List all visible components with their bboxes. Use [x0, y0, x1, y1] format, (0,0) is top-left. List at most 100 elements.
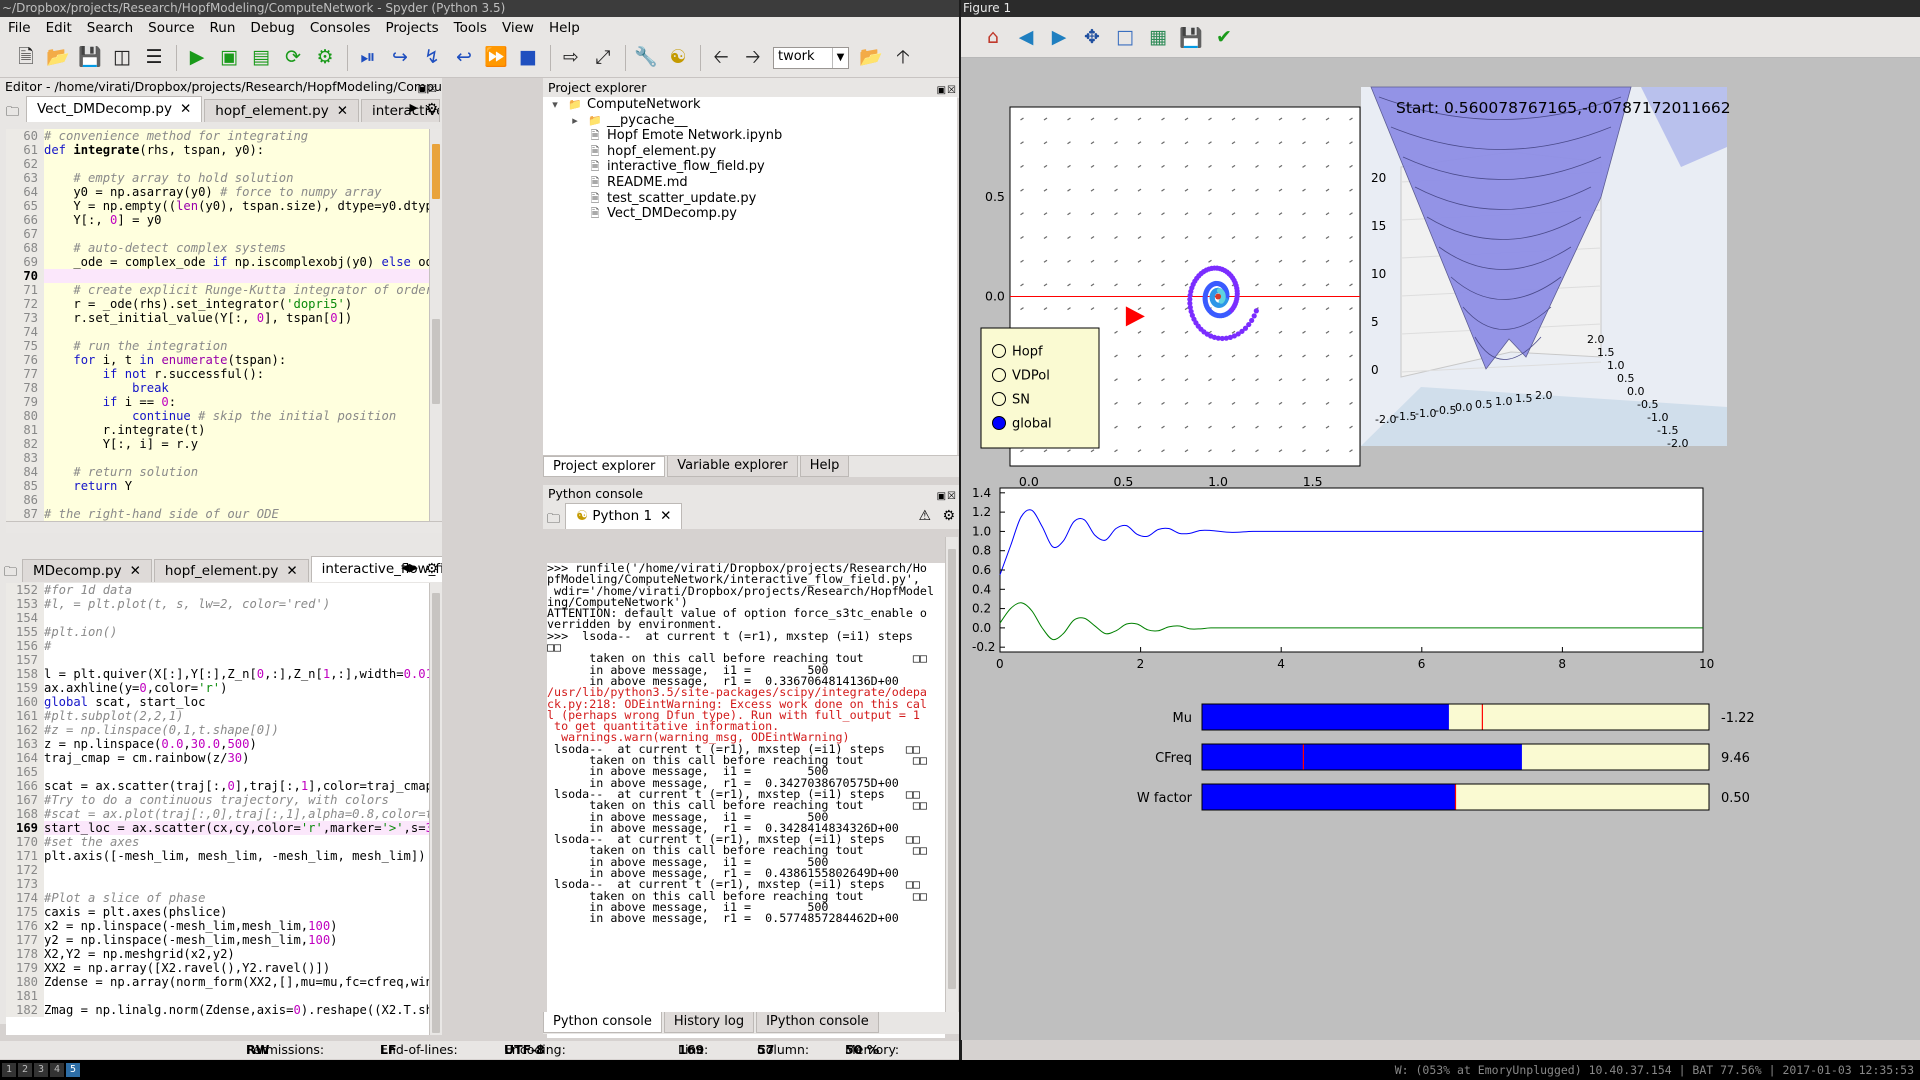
tab-variable-explorer[interactable]: Variable explorer [667, 456, 798, 477]
pane-controls-icon[interactable]: ▣☒ [936, 85, 957, 96]
code-line[interactable]: 153 #l, = plt.plot(t, s, lw=2, color='red… [6, 597, 430, 611]
menu-view[interactable]: View [501, 19, 534, 36]
forward-arrow-icon[interactable]: 🡢 [745, 46, 761, 68]
code-line[interactable]: 161 #plt.subplot(2,2,1) [6, 709, 430, 723]
workspace-4[interactable]: 4 [50, 1063, 64, 1077]
code-line[interactable]: 158 l = plt.quiver(X[:],Y[:],Z_n[0,:],Z_n… [6, 667, 430, 681]
tree-item[interactable]: 🗎 interactive_flow_field.py [547, 159, 957, 175]
tab-python-console[interactable]: Python console [543, 1012, 662, 1033]
code-line[interactable]: 61 def integrate(rhs, tspan, y0): [6, 143, 430, 157]
code-line[interactable]: 164 traj_cmap = cm.rainbow(z/30) [6, 751, 430, 765]
tree-item[interactable]: ▸ 📁 __pycache__ [547, 113, 957, 129]
list-icon[interactable]: ☰ [145, 46, 163, 68]
code-line[interactable]: 78 break [6, 381, 430, 395]
code-line[interactable]: 65 Y = np.empty((len(y0), tspan.size), d… [6, 199, 430, 213]
code-line[interactable]: 154 [6, 611, 430, 625]
tab-hopf-element[interactable]: hopf_element.py ✕ [204, 99, 359, 122]
code-line[interactable]: 82 Y[:, i] = r.y [6, 437, 430, 451]
tab-scroll-icon[interactable]: ◀▶ [401, 561, 418, 574]
code-line[interactable]: 172 [6, 863, 430, 877]
workspace-1[interactable]: 1 [2, 1063, 16, 1077]
code-line[interactable]: 84 # return solution [6, 465, 430, 479]
code-line[interactable]: 163 z = np.linspace(0.0,30.0,500) [6, 737, 430, 751]
tab-vect-dmdecomp[interactable]: Vect_DMDecomp.py ✕ [26, 96, 203, 122]
code-editor-2[interactable]: 152 #for 1d data 153 #l, = plt.plot(t, s, l… [6, 583, 430, 1035]
code-line[interactable]: 157 [6, 653, 430, 667]
tree-item[interactable]: 🗎 Vect_DMDecomp.py [547, 206, 957, 222]
run-icon[interactable]: ▶ [189, 46, 205, 68]
workspace-3[interactable]: 3 [34, 1063, 48, 1077]
debug-icon[interactable]: ⏯ [360, 46, 376, 68]
code-line[interactable]: 168 #scat = ax.plot(traj[:,0],traj[:,1],a… [6, 807, 430, 821]
subplots-icon[interactable]: ▦ [1149, 26, 1167, 48]
code-line[interactable]: 69 _ode = complex_ode if np.iscomplexobj… [6, 255, 430, 269]
menu-run[interactable]: Run [209, 19, 236, 36]
code-line[interactable]: 165 [6, 765, 430, 779]
code-line[interactable]: 182 Zmag = np.linalg.norm(Zdense,axis=0).… [6, 1003, 430, 1017]
radio-button-global[interactable] [992, 416, 1006, 430]
continue-icon[interactable]: ⏩ [484, 46, 508, 68]
code-line[interactable]: 166 scat = ax.scatter(traj[:,0],traj[:,1]… [6, 779, 430, 793]
slider-w-factor[interactable]: W factor 0.50 [1137, 783, 1750, 811]
tab-python-1[interactable]: ☯ Python 1 ✕ [565, 503, 683, 529]
workspace-5[interactable]: 5 [66, 1063, 80, 1077]
code-line[interactable]: 87 # the right-hand side of our ODE [6, 507, 430, 521]
gear-icon[interactable]: ⚙ [425, 101, 438, 117]
code-line[interactable]: 167 #Try to do a continuous trajectory, w… [6, 793, 430, 807]
browse-tabs-icon[interactable]: 🗀 [4, 565, 18, 580]
browse-tabs-icon[interactable]: 🗀 [547, 512, 561, 527]
gear-icon[interactable]: ⚙ [942, 508, 955, 524]
close-icon[interactable]: ✕ [336, 103, 348, 119]
code-line[interactable]: 156 # [6, 639, 430, 653]
workspace-2[interactable]: 2 [18, 1063, 32, 1077]
chevron-down-icon[interactable]: ▾ [552, 98, 558, 111]
code-line[interactable]: 81 r.integrate(t) [6, 423, 430, 437]
menu-search[interactable]: Search [86, 19, 134, 36]
code-line[interactable]: 173 [6, 877, 430, 891]
tab-ipython-console[interactable]: IPython console [756, 1012, 879, 1033]
close-icon[interactable]: ✕ [286, 563, 298, 579]
stop-debug-icon[interactable]: ■ [519, 46, 537, 68]
radio-button-sn[interactable] [992, 392, 1006, 406]
code-line[interactable]: 160 global scat, start_loc [6, 695, 430, 709]
tab-help[interactable]: Help [799, 456, 850, 477]
menu-file[interactable]: File [8, 19, 31, 36]
menu-consoles[interactable]: Consoles [309, 19, 371, 36]
slider-cfreq[interactable]: CFreq 9.46 [1155, 743, 1750, 771]
code-line[interactable]: 68 # auto-detect complex systems [6, 241, 430, 255]
tree-item[interactable]: 🗎 Hopf Emote Network.ipynb [547, 128, 957, 144]
code-line[interactable]: 74 [6, 325, 430, 339]
menu-edit[interactable]: Edit [45, 19, 72, 36]
code-line[interactable]: 75 # run the integration [6, 339, 430, 353]
code-line[interactable]: 73 r.set_initial_value(Y[:, 0], tspan[0]… [6, 311, 430, 325]
code-line[interactable]: 80 continue # skip the initial position [6, 409, 430, 423]
up-arrow-icon[interactable]: 🡡 [896, 46, 910, 68]
python-console-output[interactable]: >>> runfile('/home/virati/Dropbox/projec… [547, 563, 945, 1038]
save-all-icon[interactable]: ◫ [113, 46, 131, 68]
pane-controls-icon[interactable]: ▣☒ [936, 491, 957, 502]
menu-tools[interactable]: Tools [453, 19, 487, 36]
code-line[interactable]: 170 #set the axes [6, 835, 430, 849]
step-into-icon[interactable]: ↯ [424, 46, 440, 68]
pan-icon[interactable]: ✥ [1084, 26, 1100, 48]
radio-button-hopf[interactable] [992, 344, 1006, 358]
tree-item[interactable]: 🗎 test_scatter_update.py [547, 191, 957, 207]
code-line[interactable]: 63 # empty array to hold solution [6, 171, 430, 185]
console-scrollbar[interactable] [945, 537, 958, 1012]
maximize-pane-icon[interactable]: ⇨ [563, 46, 579, 68]
preferences-icon[interactable]: 🔧 [634, 46, 658, 68]
code-line[interactable]: 77 if not r.successful(): [6, 367, 430, 381]
editor2-scrollbar[interactable] [429, 583, 442, 1035]
code-line[interactable]: 86 [6, 493, 430, 507]
slider-mu[interactable]: Mu -1.22 [1173, 703, 1755, 731]
fullscreen-icon[interactable]: ⤢ [595, 46, 611, 68]
tab-project-explorer[interactable]: Project explorer [543, 456, 666, 477]
run-cell-advance-icon[interactable]: ▤ [252, 46, 270, 68]
save-figure-icon[interactable]: 💾 [1179, 26, 1203, 49]
radio-button-vdpol[interactable] [992, 368, 1006, 382]
code-line[interactable]: 83 [6, 451, 430, 465]
step-icon[interactable]: ↪ [392, 46, 408, 68]
code-line[interactable]: 64 y0 = np.asarray(y0) # force to numpy … [6, 185, 430, 199]
browse-folder-icon[interactable]: 📂 [859, 46, 883, 68]
working-directory-combo[interactable]: twork ▼ [773, 46, 849, 69]
